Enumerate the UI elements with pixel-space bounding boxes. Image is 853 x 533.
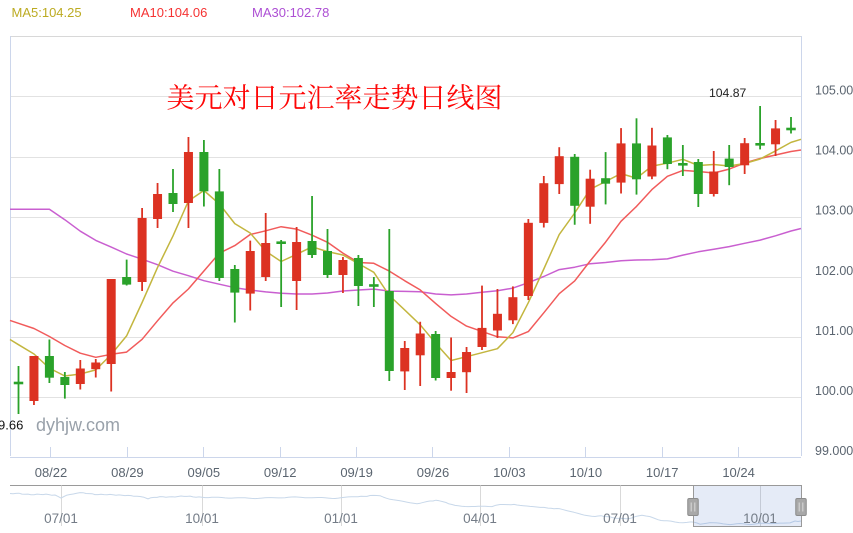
svg-text:09/05: 09/05 (188, 465, 221, 480)
svg-text:10/01: 10/01 (185, 511, 219, 526)
svg-text:07/01: 07/01 (603, 511, 637, 526)
svg-text:104.00: 104.00 (815, 144, 853, 158)
svg-text:100.00: 100.00 (815, 384, 853, 398)
svg-text:MA30:102.78: MA30:102.78 (252, 5, 329, 20)
svg-text:104.87: 104.87 (709, 86, 746, 100)
svg-text:99.000: 99.000 (815, 444, 853, 458)
svg-text:08/22: 08/22 (35, 465, 68, 480)
svg-text:10/10: 10/10 (570, 465, 603, 480)
svg-text:10/03: 10/03 (493, 465, 526, 480)
svg-text:dyhjw.com: dyhjw.com (36, 415, 120, 435)
svg-text:MA10:104.06: MA10:104.06 (130, 5, 207, 20)
svg-text:08/29: 08/29 (111, 465, 144, 480)
svg-text:09/26: 09/26 (417, 465, 450, 480)
svg-text:09/19: 09/19 (340, 465, 373, 480)
svg-text:102.00: 102.00 (815, 264, 853, 278)
svg-text:10/01: 10/01 (743, 511, 777, 526)
svg-text:09/12: 09/12 (264, 465, 297, 480)
svg-text:10/24: 10/24 (722, 465, 755, 480)
svg-text:01/01: 01/01 (324, 511, 358, 526)
svg-text:MA5:104.25: MA5:104.25 (12, 5, 82, 20)
svg-text:105.00: 105.00 (815, 84, 853, 98)
svg-text:04/01: 04/01 (463, 511, 497, 526)
svg-text:9.66: 9.66 (0, 418, 23, 433)
svg-text:10/17: 10/17 (646, 465, 679, 480)
svg-text:07/01: 07/01 (44, 511, 78, 526)
svg-text:101.00: 101.00 (815, 324, 853, 338)
svg-text:103.00: 103.00 (815, 204, 853, 218)
